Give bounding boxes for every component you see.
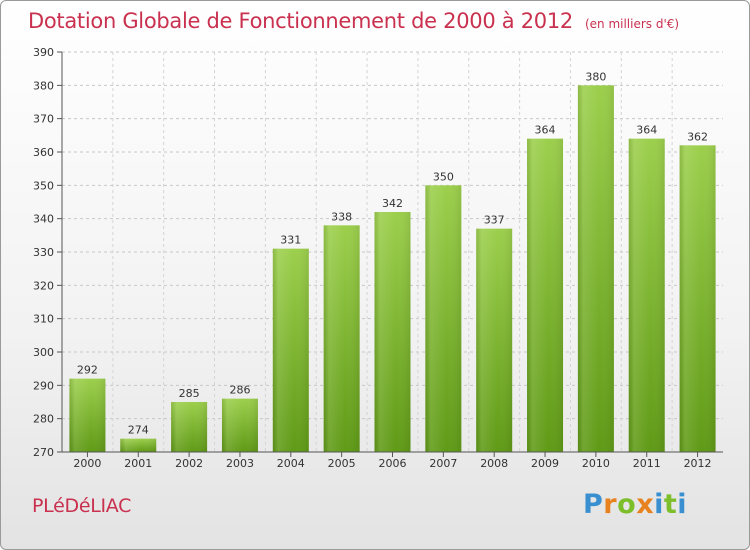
bar-shading xyxy=(425,185,462,453)
bar-value-label: 337 xyxy=(484,214,505,227)
axes xyxy=(57,51,723,457)
x-tick-label: 2010 xyxy=(582,457,610,470)
x-tick-label: 2008 xyxy=(480,457,508,470)
bar-value-label: 350 xyxy=(433,170,454,183)
x-tick-label: 2004 xyxy=(277,457,305,470)
y-tick-label: 360 xyxy=(33,146,54,159)
logo-letter: P xyxy=(583,489,604,520)
x-tick-label: 2006 xyxy=(379,457,407,470)
x-tick-label: 2005 xyxy=(328,457,356,470)
proxiti-logo: Proxiti xyxy=(583,489,687,520)
x-tick-label: 2009 xyxy=(531,457,559,470)
bar-value-label: 364 xyxy=(535,124,556,137)
bar-shading xyxy=(577,85,614,452)
bar-value-label: 274 xyxy=(128,424,149,437)
bar-value-label: 285 xyxy=(179,387,200,400)
x-tick-label: 2012 xyxy=(684,457,712,470)
x-tick-label: 2000 xyxy=(73,457,101,470)
logo-letter: x xyxy=(636,489,655,520)
bar-shading xyxy=(476,228,513,452)
unit-note: (en milliers d'€) xyxy=(584,17,680,31)
y-tick-label: 350 xyxy=(33,179,54,192)
y-tick-label: 270 xyxy=(33,446,54,459)
y-tick-label: 370 xyxy=(33,113,54,126)
bar-value-label: 331 xyxy=(280,234,301,247)
bar-value-label: 292 xyxy=(77,364,98,377)
logo-letter: i xyxy=(654,489,664,520)
chart-title: Dotation Globale de Fonctionnement de 20… xyxy=(28,9,679,33)
x-tick-label: 2007 xyxy=(429,457,457,470)
bars xyxy=(69,85,716,453)
bar-value-label: 380 xyxy=(585,70,606,83)
bar-shading xyxy=(628,138,665,452)
bar-shading xyxy=(221,398,258,452)
y-tick-label: 310 xyxy=(33,313,54,326)
y-tick-label: 330 xyxy=(33,246,54,259)
labels: 270 280 290 300 310 320 330 340 350 360 370 380 390 2… xyxy=(33,46,712,470)
bar-shading xyxy=(171,402,208,452)
bar-shading xyxy=(323,225,360,452)
bar-shading xyxy=(527,138,564,452)
bar-value-label: 362 xyxy=(687,130,708,143)
y-tick-label: 380 xyxy=(33,79,54,92)
y-tick-label: 340 xyxy=(33,213,54,226)
x-tick-label: 2011 xyxy=(633,457,661,470)
bar-value-label: 286 xyxy=(229,384,250,397)
bar-shading xyxy=(120,438,157,452)
title-text: Dotation Globale de Fonctionnement de 20… xyxy=(28,9,573,33)
logo-letter: t xyxy=(663,489,678,520)
y-tick-label: 290 xyxy=(33,379,54,392)
bar-shading xyxy=(69,378,106,452)
logo-letter: r xyxy=(603,489,618,520)
bar-value-label: 364 xyxy=(636,124,657,137)
logo-letter: o xyxy=(617,489,637,520)
bar-shading xyxy=(374,212,411,452)
bar-value-label: 338 xyxy=(331,210,352,223)
bar-shading xyxy=(272,248,309,452)
commune-name: PLéDéLIAC xyxy=(32,495,132,517)
y-tick-label: 280 xyxy=(33,413,54,426)
x-tick-label: 2002 xyxy=(175,457,203,470)
y-tick-label: 320 xyxy=(33,279,54,292)
bar-value-label: 342 xyxy=(382,197,403,210)
y-tick-label: 300 xyxy=(33,346,54,359)
bar-shading xyxy=(679,145,716,453)
y-tick-label: 390 xyxy=(33,46,54,59)
x-tick-label: 2001 xyxy=(124,457,152,470)
logo-letter: i xyxy=(677,489,688,520)
x-tick-label: 2003 xyxy=(226,457,254,470)
